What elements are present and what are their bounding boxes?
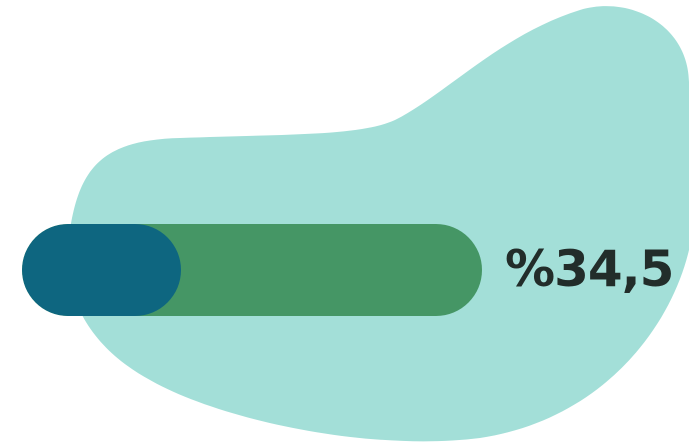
progress-percentage-label: %34,5 [505, 240, 674, 298]
progress-bar-fill [22, 224, 181, 316]
progress-bar-track [22, 224, 482, 316]
